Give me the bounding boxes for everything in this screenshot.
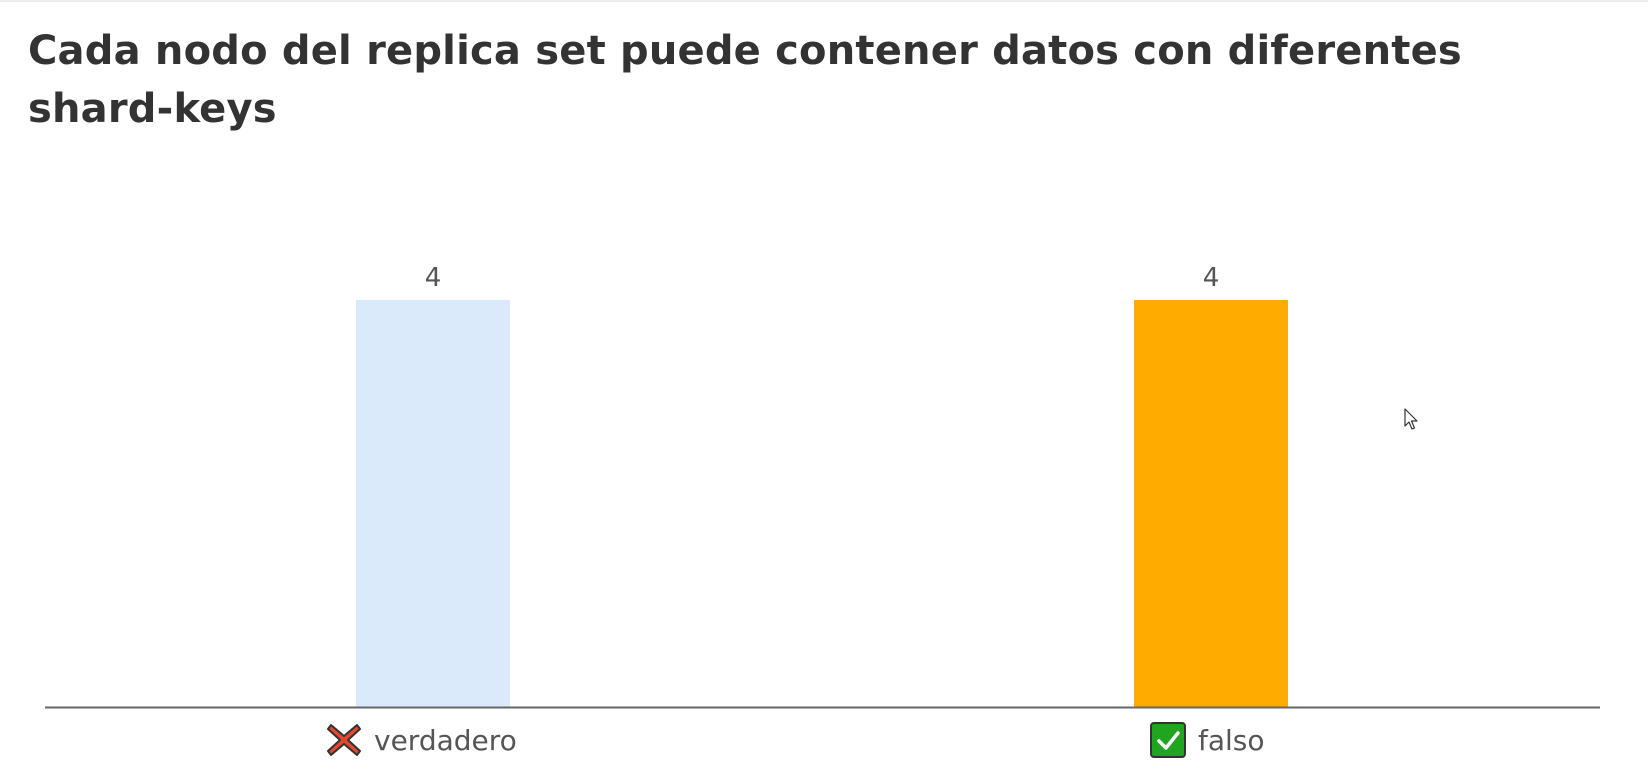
- bar-verdadero: [356, 300, 510, 707]
- check-mark-icon: [1150, 722, 1186, 758]
- mouse-cursor-icon: [1404, 408, 1418, 430]
- top-rule: [0, 0, 1648, 2]
- bar-falso: [1134, 300, 1288, 707]
- category-label-verdadero: verdadero: [374, 724, 517, 757]
- bar-value-label: 4: [425, 263, 442, 293]
- category-label-falso: falso: [1198, 724, 1265, 757]
- question-title: Cada nodo del replica set puede contener…: [28, 28, 1462, 132]
- cross-mark-icon: [327, 724, 361, 756]
- bar-value-label: 4: [1203, 263, 1220, 293]
